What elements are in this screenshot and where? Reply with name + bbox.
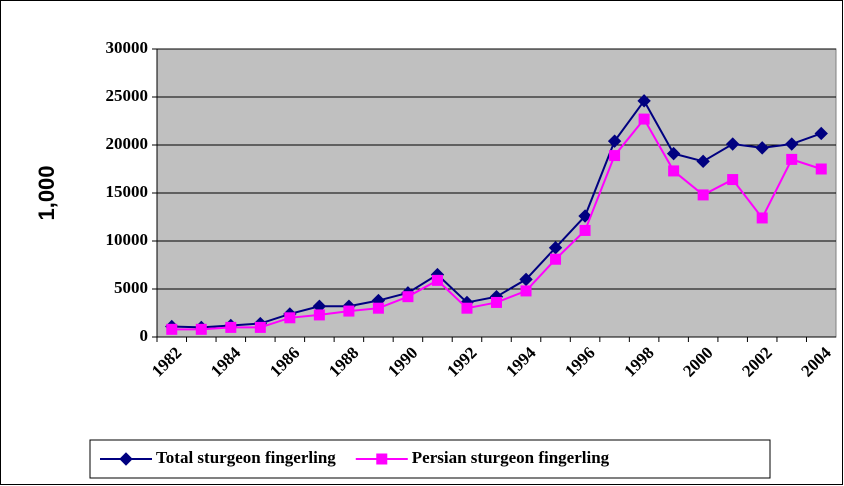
data-point <box>284 312 296 324</box>
data-point <box>402 291 414 303</box>
data-point <box>637 94 651 108</box>
data-point <box>755 141 769 155</box>
data-point <box>786 153 798 165</box>
data-point <box>578 209 592 223</box>
data-point <box>815 163 827 175</box>
legend-marker <box>376 453 388 465</box>
data-point <box>166 323 178 335</box>
data-point <box>756 212 768 224</box>
data-point <box>313 309 325 321</box>
data-point <box>668 165 680 177</box>
legend-marker <box>119 452 133 466</box>
data-point <box>550 253 562 265</box>
data-point <box>697 189 709 201</box>
data-point <box>519 272 533 287</box>
y-tick-label: 0 <box>140 326 149 345</box>
data-point <box>785 137 799 151</box>
data-point <box>548 241 563 255</box>
data-point <box>666 146 681 161</box>
data-point <box>195 323 207 335</box>
data-point <box>727 174 739 186</box>
data-point <box>696 154 710 169</box>
y-tick-label: 30000 <box>106 38 149 57</box>
data-point <box>609 150 621 162</box>
data-point <box>579 224 591 236</box>
legend-label: Persian sturgeon fingerling <box>412 448 610 467</box>
y-tick-label: 5000 <box>114 278 148 297</box>
data-point <box>225 321 237 333</box>
legend-box <box>89 439 771 479</box>
data-point <box>254 321 266 333</box>
data-point <box>638 113 650 125</box>
data-point <box>461 302 473 314</box>
data-point <box>725 137 740 151</box>
data-point <box>431 274 443 286</box>
y-tick-label: 10000 <box>106 230 149 249</box>
y-tick-label: 20000 <box>106 134 149 153</box>
data-point <box>607 134 622 148</box>
y-tick-label: 15000 <box>106 182 149 201</box>
data-point <box>491 296 502 308</box>
legend-label: Total sturgeon fingerling <box>156 448 336 467</box>
y-tick-label: 25000 <box>106 86 149 105</box>
data-point <box>372 302 384 314</box>
data-point <box>520 285 532 297</box>
data-point <box>814 126 828 141</box>
y-axis-label: 1,000 <box>34 165 59 220</box>
data-point <box>343 305 355 317</box>
